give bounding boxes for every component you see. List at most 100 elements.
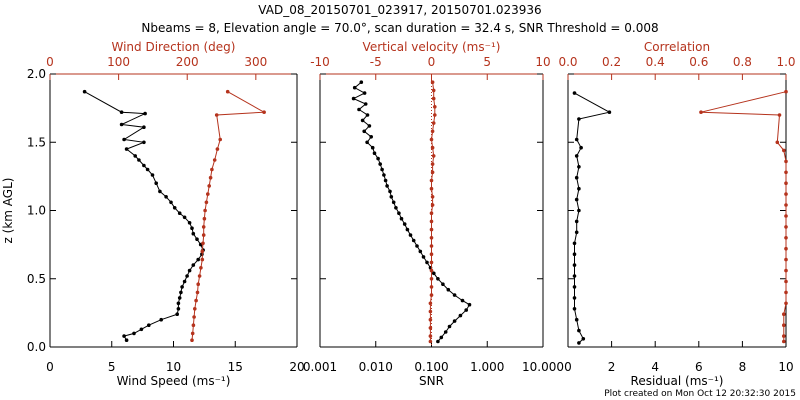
data-point xyxy=(577,208,581,213)
data-point xyxy=(187,221,192,225)
x-tick-label: 0 xyxy=(564,360,572,374)
data-point xyxy=(577,186,581,191)
data-point xyxy=(782,148,786,153)
data-point xyxy=(464,308,469,312)
data-point xyxy=(385,184,389,188)
data-point xyxy=(572,285,577,289)
y-tick-label: 0.5 xyxy=(27,272,46,286)
data-point xyxy=(441,282,445,287)
data-point xyxy=(429,260,434,265)
data-point xyxy=(436,277,440,281)
data-point xyxy=(431,88,436,93)
data-point xyxy=(429,285,434,289)
data-point xyxy=(359,80,364,84)
data-point xyxy=(365,140,369,145)
data-point xyxy=(194,298,198,303)
data-point xyxy=(382,173,386,177)
data-point xyxy=(572,91,577,95)
data-point xyxy=(191,323,196,328)
y-tick-label: 0.0 xyxy=(27,340,46,354)
x-axis-label: Wind Speed (ms⁻¹) xyxy=(117,374,231,388)
data-point xyxy=(206,192,210,196)
data-point xyxy=(430,80,435,84)
data-point xyxy=(431,121,436,125)
data-point xyxy=(394,206,398,210)
data-point xyxy=(784,203,788,207)
data-point xyxy=(133,154,137,158)
data-point xyxy=(429,293,434,297)
panel-wind: 0.0 0.5 1.0 1.5 2.0 z (km AGL) 0 5 10 15 20 Wind Sp… xyxy=(1,40,305,388)
data-point xyxy=(782,312,786,317)
top-tick-label: 0.2 xyxy=(602,55,621,69)
x-tick-label: 5 xyxy=(108,360,116,374)
data-point xyxy=(428,301,433,306)
data-point xyxy=(577,117,581,121)
data-point xyxy=(572,263,577,267)
data-point xyxy=(176,301,181,306)
top-tick-label: -5 xyxy=(370,55,382,69)
data-point xyxy=(191,263,196,267)
data-point xyxy=(391,200,396,205)
data-point xyxy=(132,331,136,336)
data-point xyxy=(119,110,124,114)
data-point xyxy=(369,135,374,139)
data-point xyxy=(218,137,222,142)
data-point xyxy=(200,249,205,254)
data-point xyxy=(363,102,368,106)
x-tick-label: 0 xyxy=(46,360,54,374)
data-point xyxy=(574,197,579,202)
data-point xyxy=(147,323,151,328)
panel-vertical: 0.001 0.010 0.100 1.000 10.000 SNR -10 -5 0 5 10 Ve… xyxy=(303,40,564,388)
data-point xyxy=(190,338,194,343)
top-tick-label: 300 xyxy=(244,55,267,69)
y-axis-label: z (km AGL) xyxy=(1,178,15,244)
x-tick-label: 0.100 xyxy=(414,360,448,374)
data-point xyxy=(365,113,370,117)
data-point xyxy=(196,282,200,287)
y-tick-label: 1.5 xyxy=(27,135,46,149)
data-point xyxy=(784,159,788,164)
x-axis-label: Residual (ms⁻¹) xyxy=(631,374,724,388)
top-axis-label: Correlation xyxy=(644,40,710,54)
data-point xyxy=(201,233,206,237)
x-tick-label: 10 xyxy=(778,360,793,374)
data-point xyxy=(389,195,394,199)
data-point xyxy=(452,293,457,297)
data-point xyxy=(82,89,87,94)
data-point xyxy=(784,301,788,306)
data-point xyxy=(429,211,434,215)
x-axis-label: SNR xyxy=(419,374,444,388)
data-point xyxy=(784,268,788,273)
panel-correlation: 0 2 4 6 8 10 Residual (ms⁻¹) 0.0 0.2 0.4 0.6 0.8 1.0… xyxy=(558,40,795,388)
data-point xyxy=(214,113,219,117)
data-point xyxy=(199,266,203,270)
y-tick-label: 1.0 xyxy=(27,204,46,218)
data-point xyxy=(430,145,435,150)
series-line-residual xyxy=(574,92,611,344)
data-point xyxy=(139,327,144,332)
data-point xyxy=(439,335,444,340)
data-point xyxy=(430,129,435,134)
data-point xyxy=(179,290,183,295)
data-point xyxy=(428,339,433,344)
data-point xyxy=(119,122,124,127)
data-point xyxy=(197,274,202,278)
top-axis-label: Vertical velocity (ms⁻¹) xyxy=(363,40,501,54)
data-point xyxy=(784,279,788,284)
data-point xyxy=(360,118,365,123)
data-point xyxy=(203,208,207,213)
data-point xyxy=(192,315,196,319)
x-tick-label: 20 xyxy=(289,360,304,374)
data-point xyxy=(777,113,782,117)
top-tick-label: -10 xyxy=(310,55,330,69)
data-point xyxy=(185,274,189,278)
data-point xyxy=(204,200,209,205)
data-point xyxy=(370,145,375,150)
data-point xyxy=(784,225,788,229)
x-tick-label: 10 xyxy=(166,360,181,374)
data-point xyxy=(418,249,423,254)
data-point xyxy=(408,233,413,237)
data-point xyxy=(142,163,146,168)
data-point xyxy=(212,158,217,162)
